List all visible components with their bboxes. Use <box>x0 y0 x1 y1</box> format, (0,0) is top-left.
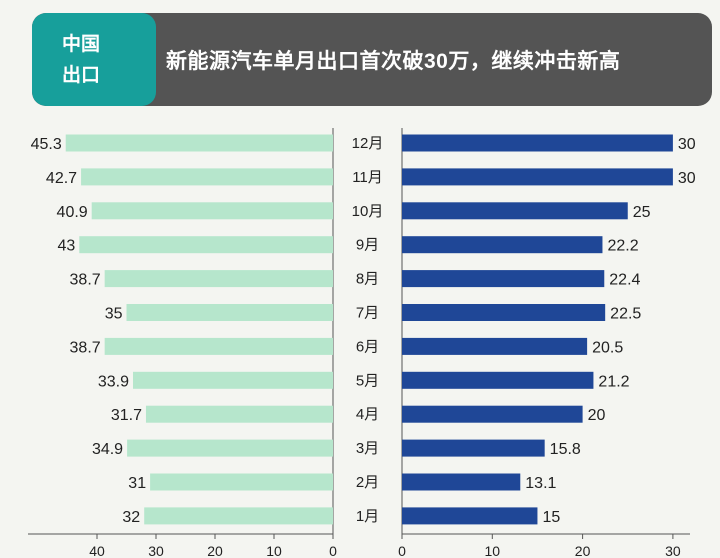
right-bar <box>402 202 628 220</box>
left-bar <box>145 405 333 423</box>
month-label: 6月 <box>356 338 379 355</box>
month-label: 7月 <box>356 305 379 322</box>
month-label: 4月 <box>356 406 379 423</box>
header-banner: 中国 出口 新能源汽车单月出口首次破30万，继续冲击新高 <box>32 13 712 106</box>
right-bar <box>402 304 606 321</box>
left-bar <box>81 168 333 186</box>
month-label: 9月 <box>356 237 379 254</box>
right-value-label: 30 <box>678 170 696 187</box>
right-bar <box>402 439 545 457</box>
month-label: 12月 <box>352 135 384 152</box>
right-bar <box>402 405 583 423</box>
left-bar <box>104 270 333 288</box>
right-bar <box>402 473 521 491</box>
left-tick-label: 40 <box>89 543 105 558</box>
left-bar <box>79 236 333 254</box>
month-label: 8月 <box>356 271 379 288</box>
left-value-label: 31 <box>128 475 146 492</box>
right-value-label: 15 <box>542 509 560 526</box>
left-tick-label: 20 <box>207 543 223 558</box>
left-bar <box>91 202 333 220</box>
right-value-label: 21.2 <box>598 373 629 390</box>
left-value-label: 31.7 <box>111 407 142 424</box>
left-bar <box>127 439 333 457</box>
right-bar <box>402 270 605 288</box>
right-bar <box>402 236 603 254</box>
right-value-label: 22.5 <box>610 306 641 323</box>
right-bar <box>402 371 594 389</box>
left-value-label: 45.3 <box>31 136 62 153</box>
right-value-label: 13.1 <box>525 475 556 492</box>
month-label: 1月 <box>356 508 379 525</box>
right-tick-label: 0 <box>398 543 406 558</box>
right-value-label: 22.2 <box>607 238 638 255</box>
right-value-label: 15.8 <box>550 441 581 458</box>
left-value-label: 33.9 <box>98 373 129 390</box>
header-badge: 中国 出口 <box>32 13 156 106</box>
left-bar <box>126 304 333 321</box>
right-value-label: 25 <box>633 204 651 221</box>
left-value-label: 32 <box>122 509 140 526</box>
left-value-label: 38.7 <box>70 272 101 289</box>
left-tick-label: 30 <box>148 543 164 558</box>
month-label: 10月 <box>352 203 384 220</box>
left-bar <box>150 473 333 491</box>
badge-line-1: 中国 <box>62 33 101 55</box>
month-label: 11月 <box>352 169 383 186</box>
right-bar <box>402 337 588 355</box>
right-value-label: 20.5 <box>592 339 623 356</box>
left-value-label: 35 <box>105 306 123 323</box>
right-tick-label: 30 <box>665 543 681 558</box>
left-value-label: 42.7 <box>46 170 77 187</box>
left-value-label: 34.9 <box>92 441 123 458</box>
left-tick-label: 0 <box>329 543 337 558</box>
left-value-label: 40.9 <box>57 204 88 221</box>
left-tick-label: 10 <box>266 543 282 558</box>
left-bar <box>132 371 333 389</box>
month-label: 3月 <box>356 440 379 457</box>
right-tick-label: 10 <box>485 543 501 558</box>
badge-line-2: 出口 <box>62 64 101 86</box>
right-bar <box>402 507 538 525</box>
right-bar <box>402 168 673 186</box>
right-value-label: 30 <box>678 136 696 153</box>
month-label: 2月 <box>356 474 379 491</box>
chart-title: 新能源汽车单月出口首次破30万，继续冲击新高 <box>166 49 621 73</box>
left-value-label: 43 <box>58 238 76 255</box>
right-value-label: 20 <box>588 407 606 424</box>
right-value-label: 22.4 <box>609 272 640 289</box>
left-bar <box>104 337 333 355</box>
right-tick-label: 20 <box>575 543 591 558</box>
left-bar <box>65 134 333 152</box>
right-bar <box>402 134 673 152</box>
left-value-label: 38.7 <box>70 339 101 356</box>
left-bar <box>144 507 333 525</box>
month-label: 5月 <box>356 372 379 389</box>
